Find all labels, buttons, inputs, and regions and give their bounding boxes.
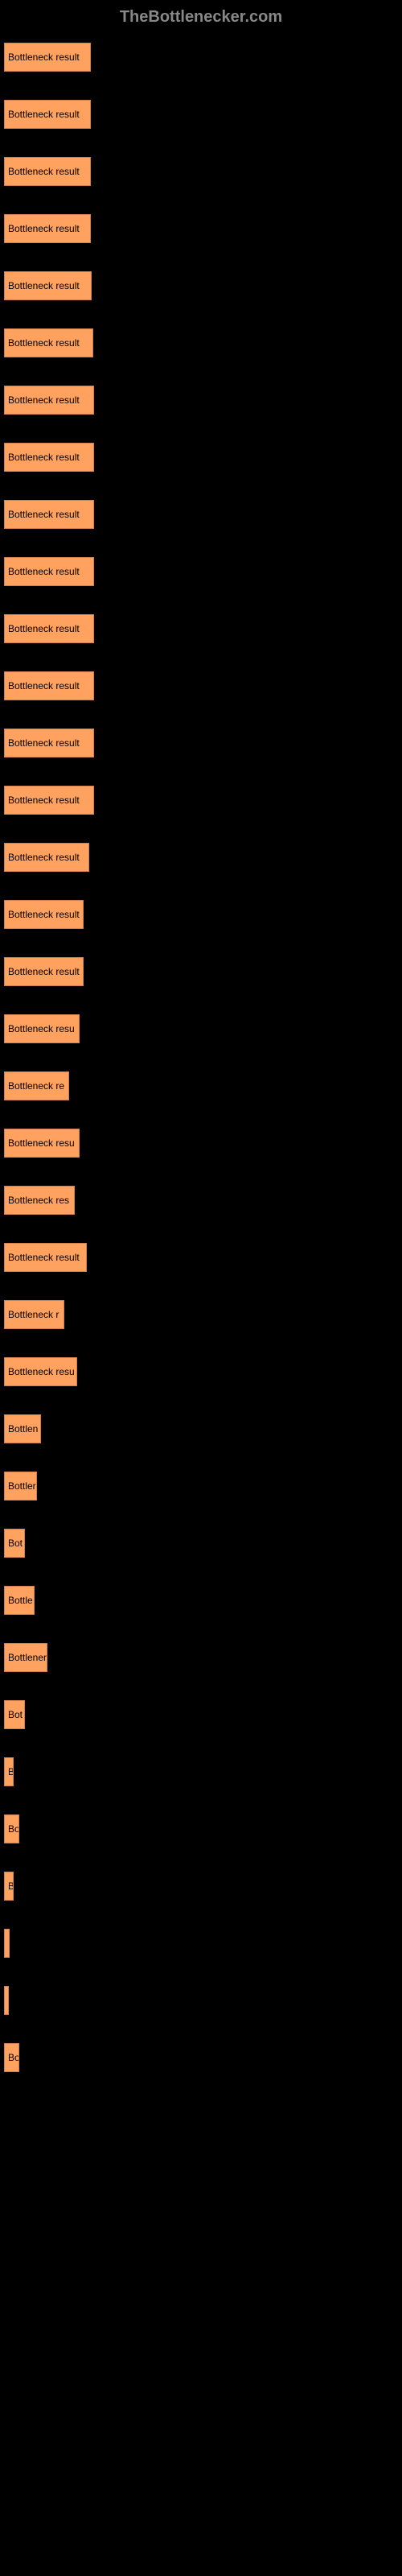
bar: Bottleneck result (4, 157, 91, 186)
bar-row: Bottleneck r (4, 1300, 398, 1329)
bar-row: Bottleneck result (4, 786, 398, 815)
bar: Bo (4, 1814, 19, 1843)
bar-row: Bottleneck resu (4, 1014, 398, 1043)
bar-row: Bottleneck result (4, 271, 398, 300)
bar-chart: Bottleneck result Bottleneck result Bottle… (0, 43, 402, 2072)
bar-row: Bottleneck result (4, 43, 398, 72)
bar-row: Bottleneck resu (4, 1357, 398, 1386)
bar: Bottleneck result (4, 271, 92, 300)
bar: Bottleneck result (4, 729, 94, 758)
bar: Bottleneck result (4, 328, 93, 357)
bar: Bottleneck r (4, 1300, 64, 1329)
bar-row: Bottleneck result (4, 614, 398, 643)
bar: Bottler (4, 1472, 37, 1501)
bar-row: Bottleneck result (4, 443, 398, 472)
bar-row: Bottleneck result (4, 157, 398, 186)
bar-row: Bottleneck result (4, 843, 398, 872)
bar: Bottleneck result (4, 500, 94, 529)
bar-row: Bottleneck result (4, 671, 398, 700)
bar: Bottleneck result (4, 900, 84, 929)
bar-row: Bot (4, 1700, 398, 1729)
bar: B (4, 1872, 14, 1901)
bar (4, 1929, 10, 1958)
bar-row: Bottleneck result (4, 729, 398, 758)
bar-row: Bottler (4, 1472, 398, 1501)
bar: Bottleneck result (4, 843, 89, 872)
bar: Bottleneck result (4, 1243, 87, 1272)
bar: Bottleneck result (4, 671, 94, 700)
bar: Bottleneck result (4, 100, 91, 129)
bar-row: Bottleneck result (4, 100, 398, 129)
bar-row: Bottleneck result (4, 957, 398, 986)
bar: Bot (4, 1529, 25, 1558)
bar: B (4, 1757, 14, 1786)
bar: Bottleneck result (4, 557, 94, 586)
bar: Bo (4, 2043, 19, 2072)
bar: Bottleneck result (4, 786, 94, 815)
bar-row: Bottlen (4, 1414, 398, 1443)
bar-row (4, 1929, 398, 1958)
bar: Bottleneck result (4, 957, 84, 986)
bar-row: Bottleneck resu (4, 1129, 398, 1158)
bar: Bottleneck resu (4, 1357, 77, 1386)
bar-row: Bottleneck result (4, 214, 398, 243)
bar-row: Bo (4, 2043, 398, 2072)
bar: Bottleneck re (4, 1071, 69, 1100)
bar: Bottlen (4, 1414, 41, 1443)
bar: Bottleneck result (4, 214, 91, 243)
bar-row: Bottleneck result (4, 1243, 398, 1272)
bar-row: Bottleneck result (4, 386, 398, 415)
bar-row: Bottleneck result (4, 900, 398, 929)
bar: Bottle (4, 1586, 35, 1615)
bar: Bottleneck resu (4, 1014, 80, 1043)
bar-row: B (4, 1757, 398, 1786)
bar: Bottlener (4, 1643, 47, 1672)
bar: Bottleneck result (4, 443, 94, 472)
bar: Bottleneck result (4, 614, 94, 643)
bar-row: Bottleneck res (4, 1186, 398, 1215)
bar: Bottleneck res (4, 1186, 75, 1215)
bar: Bot (4, 1700, 25, 1729)
bar-row: Bottleneck result (4, 500, 398, 529)
bar-row: Bot (4, 1529, 398, 1558)
bar-row: Bo (4, 1814, 398, 1843)
bar-row: Bottleneck result (4, 328, 398, 357)
site-logo: TheBottlenecker.com (0, 0, 402, 43)
bar-row (4, 1986, 398, 2015)
bar (4, 1986, 9, 2015)
bar: Bottleneck result (4, 386, 94, 415)
bar-row: Bottleneck result (4, 557, 398, 586)
bar-row: Bottle (4, 1586, 398, 1615)
bar-row: Bottleneck re (4, 1071, 398, 1100)
bar-row: Bottlener (4, 1643, 398, 1672)
bar: Bottleneck resu (4, 1129, 80, 1158)
bar: Bottleneck result (4, 43, 91, 72)
bar-row: B (4, 1872, 398, 1901)
